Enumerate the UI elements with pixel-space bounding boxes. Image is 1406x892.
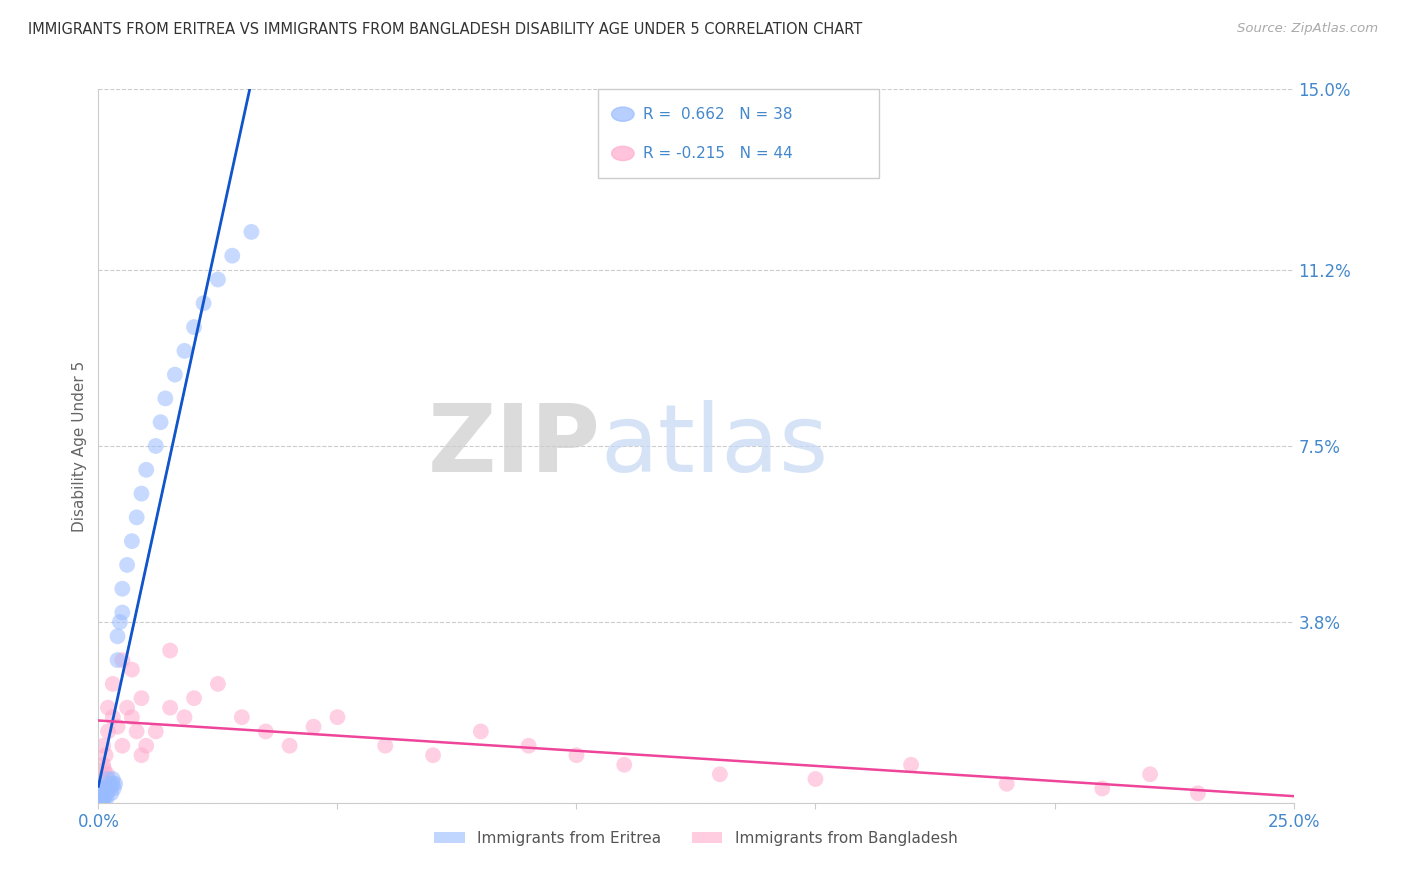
- Text: R = -0.215   N = 44: R = -0.215 N = 44: [643, 146, 793, 161]
- Point: [804, 772, 827, 786]
- Point: [97, 781, 120, 796]
- Point: [108, 615, 131, 629]
- Point: [149, 415, 172, 429]
- Text: R =  0.662   N = 38: R = 0.662 N = 38: [643, 107, 792, 121]
- Point: [302, 720, 325, 734]
- Point: [91, 796, 114, 810]
- Legend: Immigrants from Eritrea, Immigrants from Bangladesh: Immigrants from Eritrea, Immigrants from…: [429, 825, 963, 852]
- Point: [517, 739, 540, 753]
- Point: [131, 748, 153, 763]
- Point: [91, 739, 114, 753]
- Point: [422, 748, 444, 763]
- Point: [207, 272, 229, 286]
- Point: [93, 763, 115, 777]
- Point: [98, 781, 122, 796]
- Point: [97, 700, 120, 714]
- Point: [94, 781, 117, 796]
- Point: [193, 296, 215, 310]
- Point: [159, 700, 181, 714]
- Point: [254, 724, 277, 739]
- Point: [107, 720, 129, 734]
- Point: [131, 691, 153, 706]
- Point: [326, 710, 349, 724]
- Point: [111, 606, 134, 620]
- Point: [183, 691, 205, 706]
- Point: [96, 767, 118, 781]
- Point: [115, 558, 138, 572]
- Y-axis label: Disability Age Under 5: Disability Age Under 5: [72, 360, 87, 532]
- Point: [131, 486, 153, 500]
- Point: [125, 724, 148, 739]
- Point: [94, 786, 117, 800]
- Point: [93, 786, 115, 800]
- Point: [91, 772, 114, 786]
- Point: [155, 392, 177, 406]
- Point: [125, 510, 148, 524]
- Point: [97, 772, 120, 786]
- Point: [183, 320, 205, 334]
- Point: [94, 748, 117, 763]
- Point: [145, 724, 167, 739]
- Point: [104, 777, 127, 791]
- Point: [1187, 786, 1209, 800]
- Point: [240, 225, 263, 239]
- Point: [135, 739, 157, 753]
- Point: [93, 791, 115, 805]
- Point: [97, 777, 120, 791]
- Point: [91, 757, 114, 772]
- Point: [374, 739, 396, 753]
- Point: [103, 781, 125, 796]
- Point: [101, 777, 124, 791]
- Point: [470, 724, 492, 739]
- Point: [900, 757, 922, 772]
- Text: ZIP: ZIP: [427, 400, 600, 492]
- Point: [101, 772, 124, 786]
- Point: [995, 777, 1018, 791]
- Point: [207, 677, 229, 691]
- Point: [111, 739, 134, 753]
- Point: [613, 757, 636, 772]
- Point: [91, 791, 114, 805]
- Point: [173, 710, 195, 724]
- Point: [111, 653, 134, 667]
- Point: [97, 724, 120, 739]
- Point: [111, 582, 134, 596]
- Point: [135, 463, 157, 477]
- Point: [565, 748, 588, 763]
- Point: [101, 677, 124, 691]
- Point: [121, 534, 143, 549]
- Point: [96, 791, 118, 805]
- Text: Source: ZipAtlas.com: Source: ZipAtlas.com: [1237, 22, 1378, 36]
- Point: [121, 710, 143, 724]
- Point: [107, 629, 129, 643]
- Point: [91, 791, 114, 805]
- Text: IMMIGRANTS FROM ERITREA VS IMMIGRANTS FROM BANGLADESH DISABILITY AGE UNDER 5 COR: IMMIGRANTS FROM ERITREA VS IMMIGRANTS FR…: [28, 22, 862, 37]
- Point: [145, 439, 167, 453]
- Point: [221, 249, 243, 263]
- Point: [173, 343, 195, 358]
- Point: [115, 700, 138, 714]
- Point: [163, 368, 186, 382]
- Text: atlas: atlas: [600, 400, 828, 492]
- Point: [278, 739, 301, 753]
- Point: [91, 781, 114, 796]
- Point: [121, 663, 143, 677]
- Point: [101, 710, 124, 724]
- Point: [107, 653, 129, 667]
- Point: [159, 643, 181, 657]
- Point: [709, 767, 731, 781]
- Point: [1139, 767, 1161, 781]
- Point: [100, 786, 122, 800]
- Point: [231, 710, 253, 724]
- Point: [1091, 781, 1114, 796]
